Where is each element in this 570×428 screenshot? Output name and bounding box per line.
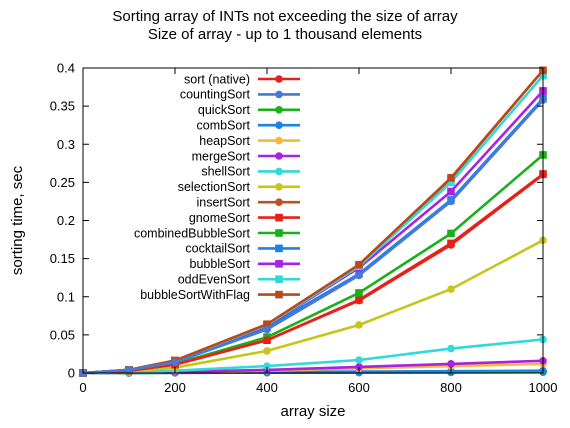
legend-label: combinedBubbleSort — [134, 226, 251, 240]
legend-label: quickSort — [198, 103, 251, 117]
legend-swatch-marker — [275, 245, 283, 253]
data-point — [355, 356, 363, 364]
x-axis-label: array size — [280, 403, 345, 420]
legend-label: countingSort — [180, 88, 251, 102]
legend-label: bubbleSortWithFlag — [140, 288, 250, 302]
series-line — [83, 76, 543, 373]
x-tick-label: 0 — [79, 380, 86, 395]
series-10 — [79, 151, 547, 377]
legend-label: combSort — [197, 119, 251, 133]
series-line — [83, 155, 543, 373]
legend-label: sort (native) — [184, 72, 250, 86]
legend-swatch-marker — [275, 198, 283, 206]
series-line — [83, 240, 543, 373]
data-point — [447, 241, 455, 249]
y-tick-label: 0 — [68, 366, 75, 381]
legend-swatch-marker — [275, 106, 283, 114]
data-point — [447, 230, 455, 238]
y-tick-label: 0.1 — [57, 289, 75, 304]
x-tick-label: 800 — [440, 380, 462, 395]
data-point — [263, 326, 271, 334]
series-line — [83, 175, 543, 373]
series-7 — [79, 237, 547, 377]
y-axis-label: sorting time, sec — [9, 165, 26, 275]
data-point — [355, 289, 363, 297]
legend-label: heapSort — [199, 134, 250, 148]
legend-label: cocktailSort — [185, 242, 250, 256]
series-line — [83, 174, 543, 373]
y-tick-label: 0.05 — [50, 327, 75, 342]
data-point — [447, 360, 455, 368]
data-point — [263, 336, 271, 344]
series-14 — [79, 66, 547, 376]
plot-area — [79, 66, 547, 376]
y-tick-label: 0.15 — [50, 251, 75, 266]
legend-label: shellSort — [201, 165, 250, 179]
y-tick-label: 0.3 — [57, 137, 75, 152]
data-point — [355, 297, 363, 305]
legend-swatch-marker — [275, 214, 283, 222]
data-point — [447, 188, 455, 196]
x-tick-label: 1000 — [529, 380, 558, 395]
y-tick-label: 0.25 — [50, 175, 75, 190]
legend-swatch-marker — [275, 91, 283, 99]
legend-label: oddEvenSort — [178, 273, 251, 287]
legend-label: selectionSort — [178, 180, 251, 194]
y-tick-label: 0.4 — [57, 61, 75, 76]
y-tick-label: 0.2 — [57, 213, 75, 228]
legend-swatch-marker — [275, 183, 283, 191]
legend-swatch-marker — [275, 168, 283, 176]
legend-swatch-marker — [275, 275, 283, 283]
data-point — [447, 198, 455, 206]
legend-swatch-marker — [275, 229, 283, 237]
legend-label: gnomeSort — [189, 211, 251, 225]
legend-swatch-marker — [275, 152, 283, 160]
series-line — [83, 70, 543, 373]
legend-swatch-marker — [275, 260, 283, 268]
data-point — [355, 272, 363, 280]
series-8 — [79, 66, 547, 376]
x-tick-label: 400 — [256, 380, 278, 395]
x-tick-label: 600 — [348, 380, 370, 395]
legend-swatch-marker — [275, 75, 283, 83]
data-point — [263, 347, 271, 355]
legend-swatch-marker — [275, 137, 283, 145]
data-point — [447, 174, 455, 182]
plot-frame — [83, 68, 543, 373]
series-line — [83, 70, 543, 373]
data-point — [355, 261, 363, 269]
data-point — [447, 345, 455, 353]
legend-label: mergeSort — [192, 149, 251, 163]
legend-swatch-marker — [275, 121, 283, 129]
legend-label: bubbleSort — [190, 257, 251, 271]
x-tick-label: 200 — [164, 380, 186, 395]
legend-label: insertSort — [197, 196, 251, 210]
data-point — [171, 359, 179, 367]
data-point — [447, 285, 455, 293]
y-tick-label: 0.35 — [50, 99, 75, 114]
legend-swatch-marker — [275, 291, 283, 299]
data-point — [355, 321, 363, 329]
